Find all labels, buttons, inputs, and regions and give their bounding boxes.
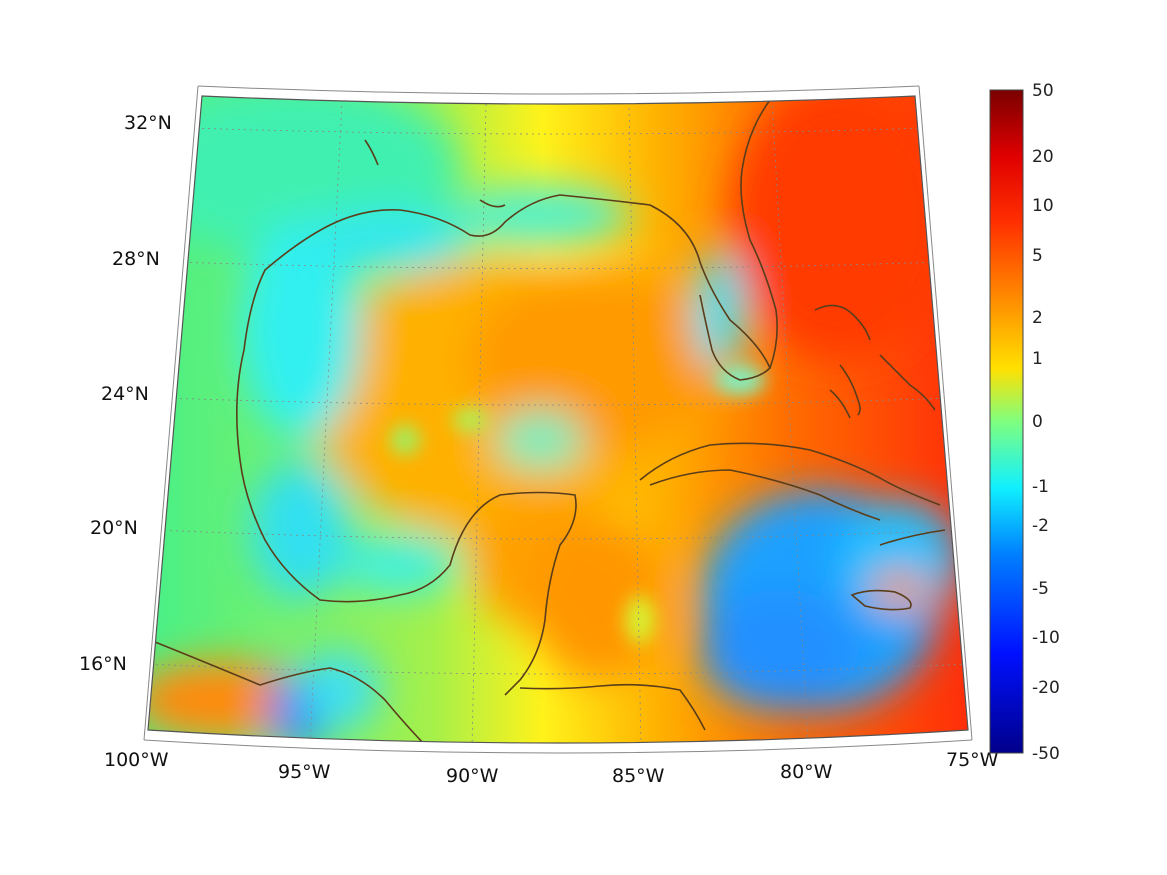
lat-label-16n: 16°N <box>79 653 127 675</box>
colorbar-label-10: 10 <box>1032 196 1054 216</box>
colorbar-label-minus-1: -1 <box>1032 477 1049 497</box>
colorbar-label-5: 5 <box>1032 246 1043 266</box>
colorbar-label-minus-2: -2 <box>1032 516 1049 536</box>
lat-label-32n: 32°N <box>124 112 172 134</box>
colorbar-label-minus-10: -10 <box>1032 628 1060 648</box>
lon-label-95w: 95°W <box>278 761 331 783</box>
colorbar-label-2: 2 <box>1032 308 1043 328</box>
colorbar-label-1: 1 <box>1032 349 1043 369</box>
lon-label-80w: 80°W <box>780 761 833 783</box>
lat-label-28n: 28°N <box>112 248 160 270</box>
coastlines <box>149 99 946 743</box>
map-frame <box>147 95 969 744</box>
colorbar-gradient <box>989 89 1024 754</box>
colorbar-label-20: 20 <box>1032 147 1054 167</box>
data-field <box>148 96 968 743</box>
graticule <box>149 99 967 743</box>
colorbar-label-minus-5: -5 <box>1032 579 1049 599</box>
lon-label-85w: 85°W <box>612 765 665 787</box>
colorbar-label-minus-20: -20 <box>1032 678 1060 698</box>
colorbar-label-50: 50 <box>1032 81 1054 101</box>
lat-label-20n: 20°N <box>90 517 138 539</box>
map-frame-outer-top <box>197 85 920 95</box>
latitude-labels: 32°N 28°N 24°N 20°N 16°N <box>79 112 172 675</box>
lat-label-24n: 24°N <box>101 383 149 405</box>
colorbar: 50 20 10 5 2 1 0 -1 -2 -5 -10 -20 -50 <box>989 81 1060 764</box>
map-frame-outer-right <box>918 85 973 741</box>
colorbar-label-0: 0 <box>1032 412 1043 432</box>
colorbar-label-minus-50: -50 <box>1032 744 1060 764</box>
lon-label-90w: 90°W <box>446 765 499 787</box>
lon-label-100w: 100°W <box>104 749 169 771</box>
longitude-labels: 100°W 95°W 90°W 85°W 80°W 75°W <box>104 749 999 787</box>
map-frame-outer-bottom <box>143 739 973 754</box>
map-frame-outer-left <box>143 85 199 741</box>
lon-label-75w: 75°W <box>946 749 999 771</box>
